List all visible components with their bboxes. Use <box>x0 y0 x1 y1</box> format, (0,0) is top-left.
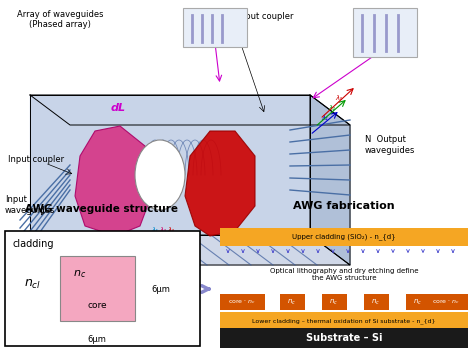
Text: core $\cdot$ $n_c$: core $\cdot$ $n_c$ <box>228 298 256 307</box>
Text: N  Output
waveguides: N Output waveguides <box>365 135 415 155</box>
Bar <box>220 312 468 330</box>
Text: $n_c$: $n_c$ <box>372 297 381 307</box>
Text: λ₂: λ₂ <box>160 227 166 233</box>
Text: λ₁: λ₁ <box>321 115 328 121</box>
Bar <box>322 294 347 310</box>
Bar <box>220 228 468 246</box>
Text: AWG fabrication: AWG fabrication <box>293 201 395 211</box>
Text: $n_{cl}$: $n_{cl}$ <box>25 277 42 290</box>
Text: Output coupler: Output coupler <box>230 12 293 21</box>
Bar <box>280 294 305 310</box>
Text: 6μm: 6μm <box>88 335 107 344</box>
Bar <box>406 294 431 310</box>
Text: $n_c$: $n_c$ <box>73 268 87 280</box>
Bar <box>364 294 389 310</box>
FancyBboxPatch shape <box>183 8 247 47</box>
Polygon shape <box>185 131 255 236</box>
Bar <box>5 231 200 346</box>
Text: 6μm: 6μm <box>151 284 170 293</box>
Text: λ₂: λ₂ <box>328 105 336 111</box>
Bar <box>220 294 265 310</box>
Polygon shape <box>30 95 350 125</box>
Bar <box>168 235 178 245</box>
Polygon shape <box>75 126 155 236</box>
Text: AWG waveguide structure: AWG waveguide structure <box>26 204 179 214</box>
Text: dx: dx <box>388 30 401 40</box>
Text: $n_c$: $n_c$ <box>413 297 422 307</box>
Text: Array of waveguides
(Phased array): Array of waveguides (Phased array) <box>17 10 103 30</box>
Text: core: core <box>87 302 107 310</box>
Text: Optical lithography and dry etching define
the AWG structure: Optical lithography and dry etching defi… <box>270 267 418 281</box>
FancyBboxPatch shape <box>353 8 417 57</box>
Polygon shape <box>30 235 350 265</box>
Text: cladding: cladding <box>13 239 55 249</box>
Text: dL: dL <box>110 103 126 113</box>
Text: Lower cladding – thermal oxidation of Si substrate - n_{d}: Lower cladding – thermal oxidation of Si… <box>252 318 436 324</box>
Polygon shape <box>310 95 350 265</box>
Text: dd: dd <box>208 23 222 33</box>
Text: λ₃: λ₃ <box>168 227 174 233</box>
Polygon shape <box>30 95 310 235</box>
Text: Input
waveguides: Input waveguides <box>5 195 55 215</box>
Bar <box>423 294 468 310</box>
Text: core $\cdot$ $n_c$: core $\cdot$ $n_c$ <box>432 298 460 307</box>
Text: Substrate – Si: Substrate – Si <box>306 333 382 343</box>
Text: λ₁: λ₁ <box>152 227 158 233</box>
Ellipse shape <box>135 140 185 210</box>
Text: Input coupler: Input coupler <box>8 156 64 164</box>
Text: λ₃: λ₃ <box>336 95 342 101</box>
Bar <box>60 256 135 321</box>
Bar <box>220 328 468 348</box>
Text: $n_c$: $n_c$ <box>287 297 297 307</box>
Text: $n_c$: $n_c$ <box>329 297 338 307</box>
Text: Upper cladding (SiO₂) - n_{d}: Upper cladding (SiO₂) - n_{d} <box>292 234 396 240</box>
